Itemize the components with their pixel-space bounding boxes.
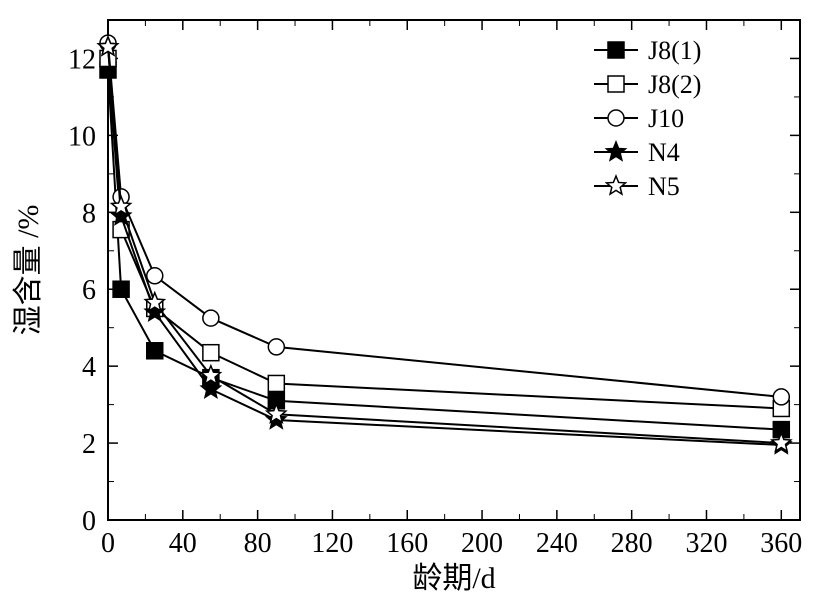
x-tick-label: 240 [536,528,578,559]
x-tick-label: 160 [386,528,428,559]
line-chart: 0 40 80 120 160 200 240 280 320 360 0 2 4 6 8 10 12 龄期/d 湿… [0,0,830,597]
y-tick-label: 4 [82,352,96,383]
x-axis-label: 龄期/d [412,562,495,595]
x-tick-label: 120 [311,528,353,559]
y-axis-label: 湿含量 /% [12,205,45,336]
chart-container: 0 40 80 120 160 200 240 280 320 360 0 2 4 6 8 10 12 龄期/d 湿… [0,0,830,597]
x-tick-label: 280 [611,528,653,559]
y-tick-label: 12 [68,44,96,75]
legend-label: J10 [648,104,684,133]
y-tick-label: 2 [82,429,96,460]
legend-label: J8(2) [648,70,701,99]
x-tick-label: 320 [685,528,727,559]
legend-label: N4 [648,138,680,167]
y-tick-label: 10 [68,121,96,152]
legend-label: N5 [648,172,680,201]
legend-label: J8(1) [648,36,701,65]
y-tick-label: 0 [82,506,96,537]
x-tick-label: 80 [244,528,272,559]
x-tick-label: 0 [101,528,115,559]
x-tick-label: 200 [461,528,503,559]
y-tick-label: 6 [82,275,96,306]
x-tick-label: 40 [169,528,197,559]
y-tick-label: 8 [82,198,96,229]
x-tick-label: 360 [760,528,802,559]
